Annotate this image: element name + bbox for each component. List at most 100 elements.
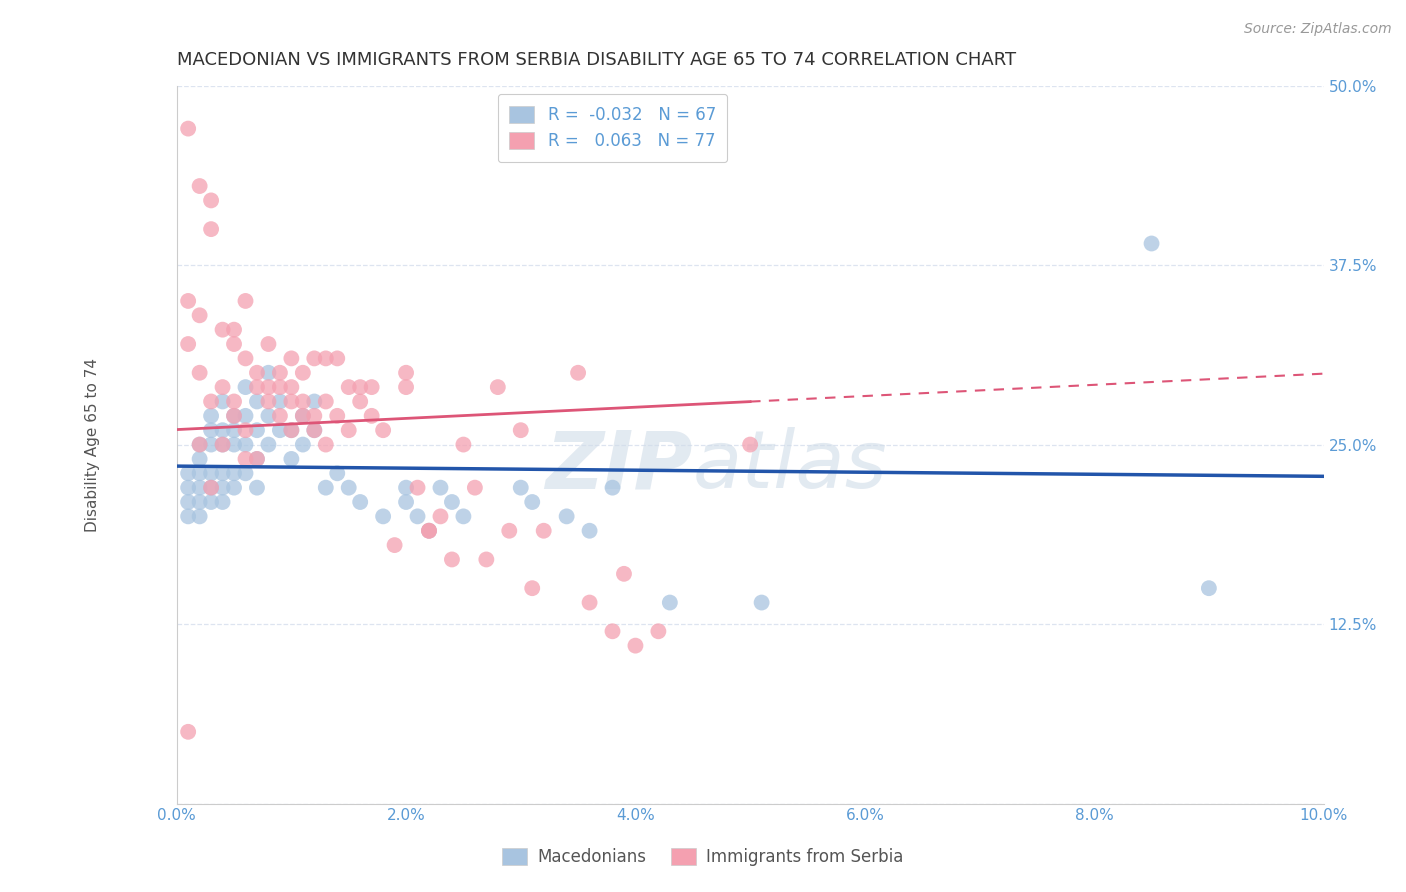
Point <box>602 481 624 495</box>
Point <box>315 351 337 366</box>
Text: atlas: atlas <box>693 427 887 505</box>
Point <box>188 437 211 451</box>
Point <box>200 423 222 437</box>
Y-axis label: Disability Age 65 to 74: Disability Age 65 to 74 <box>86 358 100 532</box>
Point <box>211 423 233 437</box>
Point <box>222 423 245 437</box>
Point <box>257 409 280 423</box>
Point <box>200 194 222 208</box>
Point <box>475 552 498 566</box>
Point <box>269 366 291 380</box>
Text: MACEDONIAN VS IMMIGRANTS FROM SERBIA DISABILITY AGE 65 TO 74 CORRELATION CHART: MACEDONIAN VS IMMIGRANTS FROM SERBIA DIS… <box>177 51 1015 69</box>
Point <box>211 437 233 451</box>
Point <box>177 467 200 481</box>
Point <box>188 495 211 509</box>
Point <box>200 437 222 451</box>
Text: Source: ZipAtlas.com: Source: ZipAtlas.com <box>1244 22 1392 37</box>
Point <box>188 467 211 481</box>
Point <box>235 451 257 466</box>
Point <box>188 509 211 524</box>
Point <box>453 509 475 524</box>
Point <box>269 380 291 394</box>
Point <box>406 481 429 495</box>
Point <box>269 409 291 423</box>
Point <box>486 380 509 394</box>
Point <box>291 437 314 451</box>
Point <box>257 366 280 380</box>
Point <box>418 524 440 538</box>
Point <box>291 366 314 380</box>
Point <box>235 351 257 366</box>
Point <box>406 509 429 524</box>
Point <box>304 351 326 366</box>
Point <box>567 366 589 380</box>
Point <box>235 437 257 451</box>
Point <box>280 394 302 409</box>
Point <box>304 423 326 437</box>
Point <box>349 380 371 394</box>
Point <box>200 481 222 495</box>
Point <box>188 366 211 380</box>
Point <box>453 437 475 451</box>
Point <box>177 337 200 351</box>
Point <box>291 409 314 423</box>
Point <box>222 437 245 451</box>
Point <box>440 495 463 509</box>
Point <box>602 624 624 639</box>
Point <box>200 467 222 481</box>
Point <box>509 423 531 437</box>
Point <box>371 423 394 437</box>
Point <box>360 380 382 394</box>
Point <box>464 481 486 495</box>
Point <box>418 524 440 538</box>
Point <box>200 409 222 423</box>
Point <box>246 451 269 466</box>
Point <box>200 481 222 495</box>
Point <box>257 337 280 351</box>
Point <box>349 495 371 509</box>
Point <box>751 596 773 610</box>
Point <box>280 351 302 366</box>
Point <box>177 509 200 524</box>
Point <box>522 495 544 509</box>
Point <box>395 380 418 394</box>
Point <box>498 524 520 538</box>
Point <box>578 524 600 538</box>
Point <box>188 451 211 466</box>
Point <box>222 394 245 409</box>
Point <box>211 394 233 409</box>
Point <box>257 380 280 394</box>
Legend: R =  -0.032   N = 67, R =   0.063   N = 77: R = -0.032 N = 67, R = 0.063 N = 77 <box>498 94 727 161</box>
Point <box>395 481 418 495</box>
Point <box>222 409 245 423</box>
Point <box>246 394 269 409</box>
Point <box>222 409 245 423</box>
Point <box>246 481 269 495</box>
Point <box>440 552 463 566</box>
Point <box>235 467 257 481</box>
Point <box>624 639 647 653</box>
Point <box>235 409 257 423</box>
Point <box>533 524 555 538</box>
Point <box>1198 581 1220 595</box>
Point <box>349 394 371 409</box>
Point <box>555 509 578 524</box>
Point <box>280 423 302 437</box>
Point <box>211 481 233 495</box>
Point <box>177 121 200 136</box>
Point <box>326 409 349 423</box>
Point <box>395 495 418 509</box>
Point <box>304 394 326 409</box>
Point <box>188 179 211 194</box>
Point <box>647 624 669 639</box>
Point <box>337 423 360 437</box>
Point <box>360 409 382 423</box>
Point <box>1140 236 1163 251</box>
Point <box>177 724 200 739</box>
Point <box>235 293 257 308</box>
Point <box>177 293 200 308</box>
Point <box>418 524 440 538</box>
Point <box>315 481 337 495</box>
Point <box>395 366 418 380</box>
Point <box>291 394 314 409</box>
